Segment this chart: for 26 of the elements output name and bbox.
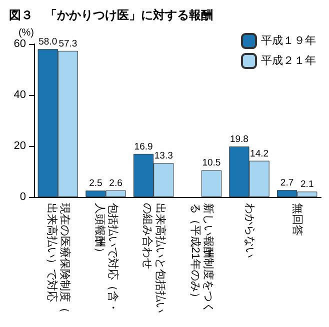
data-label: 10.5 [202,158,221,169]
data-label: 2.7 [280,178,294,189]
y-axis-title: (%) [18,28,34,38]
x-tick-label: わからない [243,203,256,258]
x-tick-label: 無回答 [291,203,304,236]
data-label: 13.3 [154,150,173,162]
data-label: 2.6 [109,178,122,189]
data-label: 14.2 [250,148,269,160]
data-label: 16.9 [134,141,153,152]
y-tick-label: 60 [14,38,26,50]
data-label: 2.1 [300,179,314,190]
x-tick-label: 包括払いで対応（含・人頭報酬） [93,203,120,313]
y-tick-label: 40 [14,89,26,101]
y-tick-label: 20 [14,140,26,152]
x-tick-label: 出来高払いと包括払いの組み合わせ [141,203,168,313]
data-label: 57.3 [58,38,78,50]
data-label: 58.0 [38,36,58,48]
data-label: 19.8 [230,134,248,146]
y-tick-label: 0 [20,191,26,203]
x-tick-label: 新しい報酬制度をつくる（平成21年のみ） [188,203,215,313]
x-tick-label: 現在の医療保険制度（出来高払い）で対応 [45,203,72,313]
bar [201,170,222,197]
legend-label: 平成１９年 [261,34,316,47]
data-label: 2.5 [89,178,102,190]
chart-title: 図３ 「かかりつけ医」に対する報酬 [9,8,213,22]
legend-label: 平成２１年 [261,54,316,67]
